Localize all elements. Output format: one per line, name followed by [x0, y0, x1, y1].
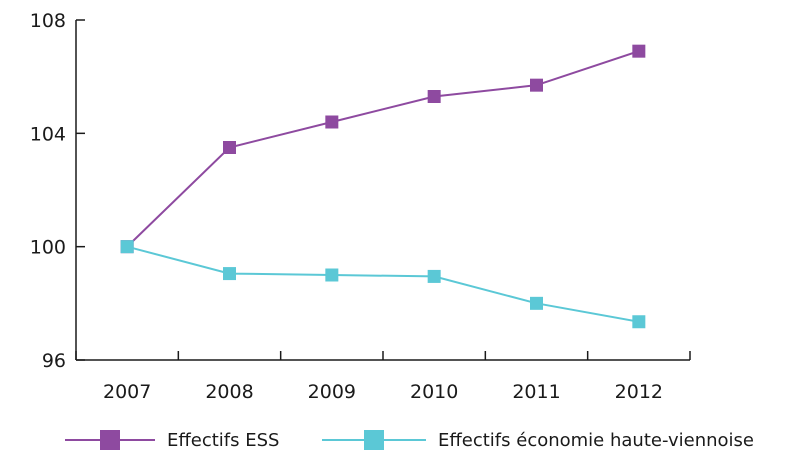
- data-point: [223, 141, 236, 154]
- data-point: [120, 240, 134, 254]
- legend-label: Effectifs ESS: [167, 430, 279, 451]
- series-line: [126, 50, 640, 248]
- x-tick-label: 2007: [103, 381, 151, 403]
- data-point: [223, 267, 236, 281]
- legend-item: Effectifs ESS: [65, 430, 279, 451]
- series-layer: [120, 44, 646, 329]
- data-point: [325, 115, 339, 129]
- data-point: [427, 90, 441, 103]
- series-line: [126, 245, 640, 323]
- x-tick-label: 2011: [512, 381, 560, 403]
- y-tick-label: 100: [30, 237, 66, 259]
- x-tick-label: 2012: [615, 381, 663, 403]
- legend-label: Effectifs économie haute-viennoise: [438, 430, 754, 451]
- x-tick-label: 2009: [308, 381, 356, 403]
- legend-marker: [100, 430, 120, 450]
- data-point: [325, 268, 339, 282]
- axes: 96 100 104 108 2007 2008 2009 2010 2011 2012: [30, 10, 691, 403]
- y-tick-label: 96: [42, 350, 66, 372]
- y-tick-label: 104: [30, 123, 66, 145]
- data-point: [427, 269, 441, 283]
- legend-item: Effectifs économie haute-viennoise: [322, 430, 754, 451]
- data-point: [530, 296, 543, 310]
- data-point: [530, 78, 543, 92]
- legend-marker: [364, 430, 384, 450]
- data-point: [632, 315, 646, 329]
- data-point: [632, 44, 646, 58]
- legend: Effectifs ESS Effectifs économie haute-vi…: [65, 430, 754, 451]
- x-tick-label: 2008: [205, 381, 253, 403]
- y-tick-label: 108: [30, 10, 66, 32]
- x-tick-label: 2010: [410, 381, 458, 403]
